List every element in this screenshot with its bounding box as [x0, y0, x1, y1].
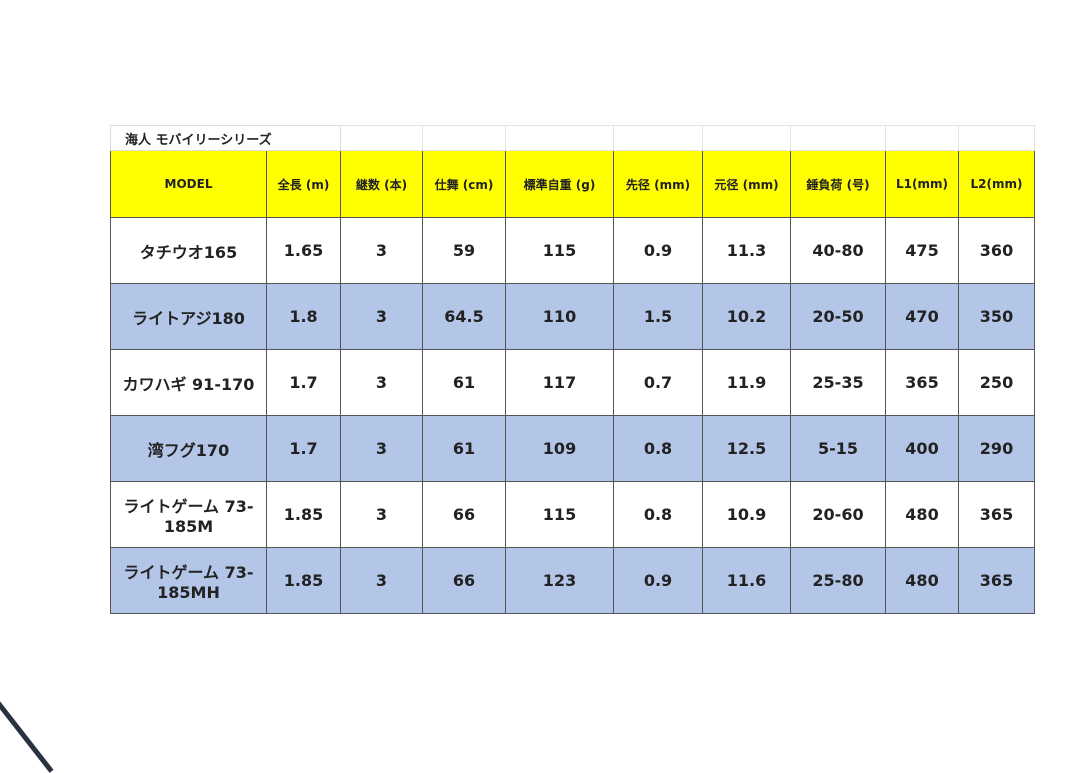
value-cell: 115 [505, 481, 614, 548]
value-cell: 25-80 [790, 547, 886, 614]
table-row: 湾フグ170 1.7 3 61 109 0.8 12.5 5-15 400 290 [110, 415, 1035, 482]
value-cell: 470 [885, 283, 959, 350]
value-cell: 110 [505, 283, 614, 350]
value-cell: 61 [422, 415, 506, 482]
value-cell: 40-80 [790, 217, 886, 284]
value-cell: 11.9 [702, 349, 791, 416]
value-cell: 3 [340, 283, 423, 350]
value-cell: 3 [340, 547, 423, 614]
column-header: MODEL [110, 150, 267, 218]
value-cell: 350 [958, 283, 1035, 350]
value-cell: 123 [505, 547, 614, 614]
value-cell: 290 [958, 415, 1035, 482]
value-cell: 0.9 [613, 217, 703, 284]
table-row: ライトゲーム 73-185MH 1.85 3 66 123 0.9 11.6 25-80 480… [110, 547, 1035, 614]
value-cell: 475 [885, 217, 959, 284]
column-header: 全長 (m) [266, 150, 341, 218]
value-cell: 1.65 [266, 217, 341, 284]
column-header: 先径 (mm) [613, 150, 703, 218]
table-row: タチウオ165 1.65 3 59 115 0.9 11.3 40-80 475 360 [110, 217, 1035, 284]
value-cell: 0.7 [613, 349, 703, 416]
value-cell: 3 [340, 415, 423, 482]
value-cell: 250 [958, 349, 1035, 416]
value-cell: 66 [422, 547, 506, 614]
value-cell: 0.8 [613, 481, 703, 548]
column-header: 元径 (mm) [702, 150, 791, 218]
value-cell: 400 [885, 415, 959, 482]
value-cell: 1.7 [266, 349, 341, 416]
value-cell: 3 [340, 481, 423, 548]
value-cell: 20-50 [790, 283, 886, 350]
column-header: 仕舞 (cm) [422, 150, 506, 218]
value-cell: 0.9 [613, 547, 703, 614]
value-cell: 11.3 [702, 217, 791, 284]
value-cell: 1.85 [266, 547, 341, 614]
column-header: 錘負荷 (号) [790, 150, 886, 218]
value-cell: 1.5 [613, 283, 703, 350]
spec-table: 海人 モバイリーシリーズ MODEL 全長 (m) 継数 (本) 仕舞 (cm) 標準自… [110, 125, 1035, 614]
title-row: 海人 モバイリーシリーズ [110, 125, 1035, 151]
value-cell: 20-60 [790, 481, 886, 548]
model-cell: ライトアジ180 [110, 283, 267, 350]
column-header: 継数 (本) [340, 150, 423, 218]
value-cell: 115 [505, 217, 614, 284]
value-cell: 480 [885, 481, 959, 548]
column-header: L2(mm) [958, 150, 1035, 218]
table-row: カワハギ 91-170 1.7 3 61 117 0.7 11.9 25-35 365 250 [110, 349, 1035, 416]
value-cell: 25-35 [790, 349, 886, 416]
value-cell: 64.5 [422, 283, 506, 350]
value-cell: 360 [958, 217, 1035, 284]
value-cell: 365 [885, 349, 959, 416]
value-cell: 5-15 [790, 415, 886, 482]
value-cell: 10.9 [702, 481, 791, 548]
value-cell: 480 [885, 547, 959, 614]
column-header: 標準自重 (g) [505, 150, 614, 218]
value-cell: 0.8 [613, 415, 703, 482]
value-cell: 117 [505, 349, 614, 416]
value-cell: 365 [958, 547, 1035, 614]
value-cell: 365 [958, 481, 1035, 548]
value-cell: 3 [340, 217, 423, 284]
model-cell: タチウオ165 [110, 217, 267, 284]
fishing-rod-image [0, 690, 54, 773]
table-title: 海人 モバイリーシリーズ [110, 125, 341, 151]
value-cell: 10.2 [702, 283, 791, 350]
value-cell: 1.85 [266, 481, 341, 548]
value-cell: 66 [422, 481, 506, 548]
value-cell: 11.6 [702, 547, 791, 614]
header-row: MODEL 全長 (m) 継数 (本) 仕舞 (cm) 標準自重 (g) 先径 (mm) 元… [110, 150, 1035, 218]
model-cell: ライトゲーム 73-185MH [110, 547, 267, 614]
model-cell: 湾フグ170 [110, 415, 267, 482]
value-cell: 109 [505, 415, 614, 482]
column-header: L1(mm) [885, 150, 959, 218]
model-cell: ライトゲーム 73-185M [110, 481, 267, 548]
model-cell: カワハギ 91-170 [110, 349, 267, 416]
value-cell: 3 [340, 349, 423, 416]
table-row: ライトアジ180 1.8 3 64.5 110 1.5 10.2 20-50 470 350 [110, 283, 1035, 350]
value-cell: 59 [422, 217, 506, 284]
value-cell: 1.8 [266, 283, 341, 350]
table-row: ライトゲーム 73-185M 1.85 3 66 115 0.8 10.9 20-60 480 3… [110, 481, 1035, 548]
value-cell: 12.5 [702, 415, 791, 482]
value-cell: 61 [422, 349, 506, 416]
value-cell: 1.7 [266, 415, 341, 482]
